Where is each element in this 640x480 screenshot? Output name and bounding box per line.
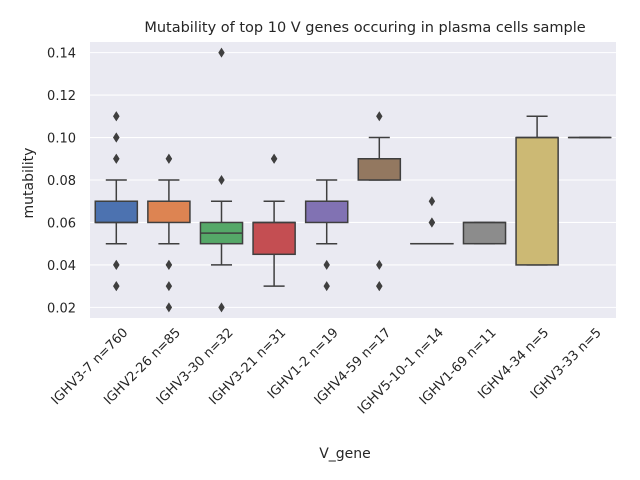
outlier-point [428,196,436,207]
box [462,221,507,245]
box-group [462,221,507,245]
box-group [94,111,139,292]
box-group [252,153,296,287]
box [94,200,139,224]
outlier-point [165,281,173,292]
outlier-point [113,259,120,270]
chart-title: Mutability of top 10 V genes occuring in… [144,20,585,36]
y-tick-label: 0.02 [47,301,76,316]
outlier-point [218,47,225,58]
outlier-point [376,281,383,292]
outlier-point [165,259,173,270]
box-group [410,196,454,245]
outlier-point [323,259,330,270]
outlier-point [113,153,120,164]
box-group [147,153,191,313]
box-group [304,179,349,292]
outlier-point [113,132,120,143]
box-group [515,115,559,266]
outlier-point [113,281,120,292]
outlier-point [323,281,330,292]
box [252,221,296,256]
y-tick-label: 0.10 [47,132,76,147]
outlier-point [428,217,436,228]
y-tick-label: 0.12 [47,89,76,104]
box-group [199,47,244,313]
y-axis-ticks: 0.02 0.04 0.06 0.08 0.10 0.12 0.14 [47,47,76,317]
y-axis-label: mutability [21,148,37,219]
outlier-point [270,153,278,164]
y-tick-label: 0.04 [47,259,76,274]
y-tick-label: 0.08 [47,174,76,189]
box [147,200,191,224]
x-axis-label: V_gene [319,446,371,462]
box-group [357,111,402,292]
box [515,136,559,266]
y-tick-label: 0.14 [47,47,76,62]
y-tick-label: 0.06 [47,216,76,231]
outlier-point [165,153,173,164]
outlier-point [165,302,173,313]
outlier-point [218,175,225,185]
box-series [94,47,612,313]
box [357,158,402,181]
outlier-point [113,111,120,122]
box [304,200,349,224]
outlier-point [218,302,225,313]
outlier-point [376,259,383,270]
outlier-point [376,111,383,122]
